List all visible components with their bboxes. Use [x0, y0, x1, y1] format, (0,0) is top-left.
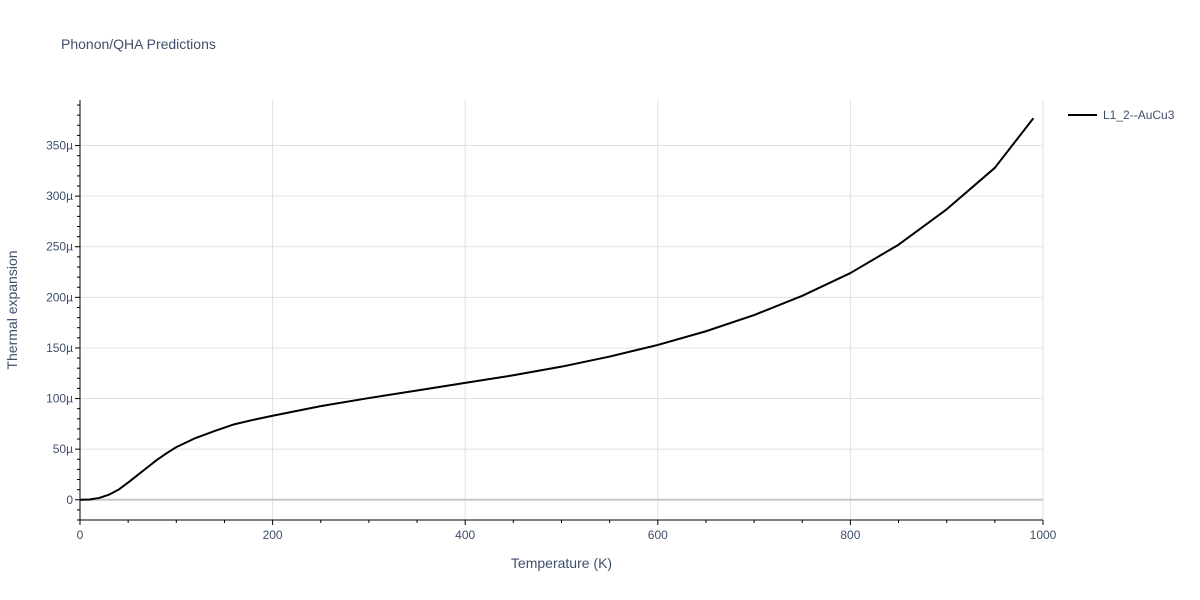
y-tick-label: 100µ — [46, 392, 73, 406]
y-tick-label: 0 — [66, 493, 73, 507]
axes — [75, 100, 1044, 525]
legend-label: L1_2--AuCu3 — [1103, 108, 1175, 122]
y-tick-label: 350µ — [46, 139, 73, 153]
plot-series — [79, 117, 1035, 501]
x-axis-label: Temperature (K) — [511, 555, 612, 571]
y-tick-label: 50µ — [53, 442, 73, 456]
y-axis-label: Thermal expansion — [4, 250, 20, 369]
legend[interactable]: L1_2--AuCu3 — [1068, 108, 1175, 122]
x-tick-labels: 0 200 400 600 800 1000 — [77, 528, 1057, 542]
x-tick-label: 200 — [263, 528, 283, 542]
y-tick-label: 250µ — [46, 240, 73, 254]
y-tick-label: 150µ — [46, 341, 73, 355]
y-tick-label: 300µ — [46, 189, 73, 203]
y-tick-labels: 0 50µ 100µ 150µ 200µ 250µ 300µ 350µ — [46, 139, 73, 507]
x-tick-label: 1000 — [1030, 528, 1057, 542]
x-tick-label: 0 — [77, 528, 84, 542]
x-tick-label: 400 — [455, 528, 475, 542]
chart-title: Phonon/QHA Predictions — [61, 36, 216, 52]
y-tick-label: 200µ — [46, 290, 73, 304]
gridlines — [80, 100, 1044, 520]
x-tick-label: 800 — [840, 528, 860, 542]
series-line — [79, 117, 1035, 501]
x-tick-label: 600 — [648, 528, 668, 542]
